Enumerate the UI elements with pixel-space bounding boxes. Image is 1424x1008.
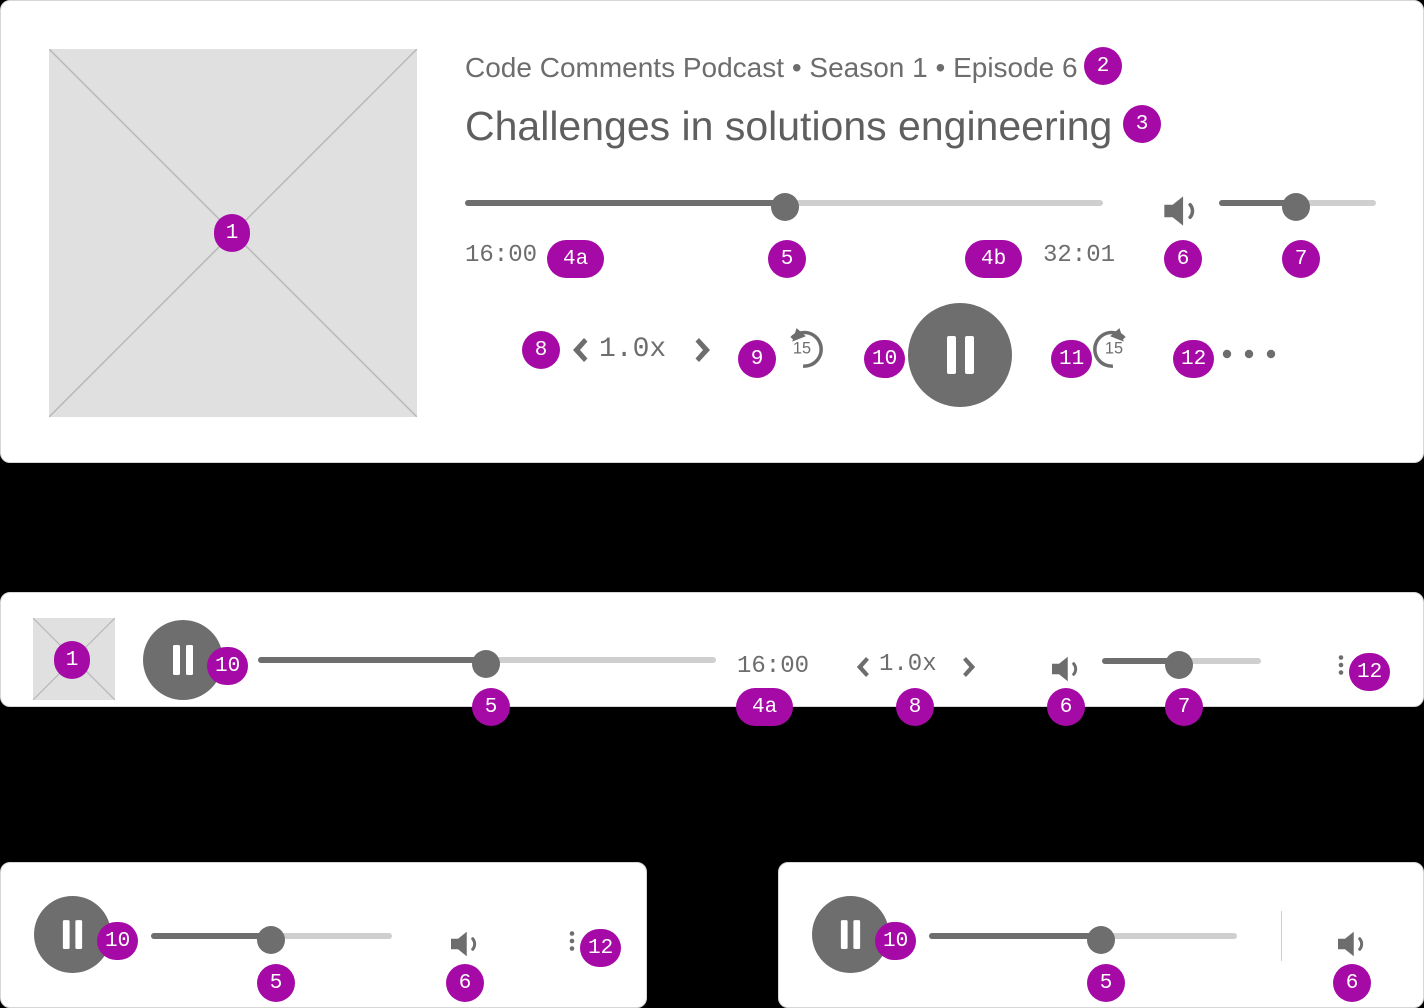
svg-text:15: 15 (793, 340, 811, 358)
svg-text:15: 15 (1105, 340, 1123, 358)
